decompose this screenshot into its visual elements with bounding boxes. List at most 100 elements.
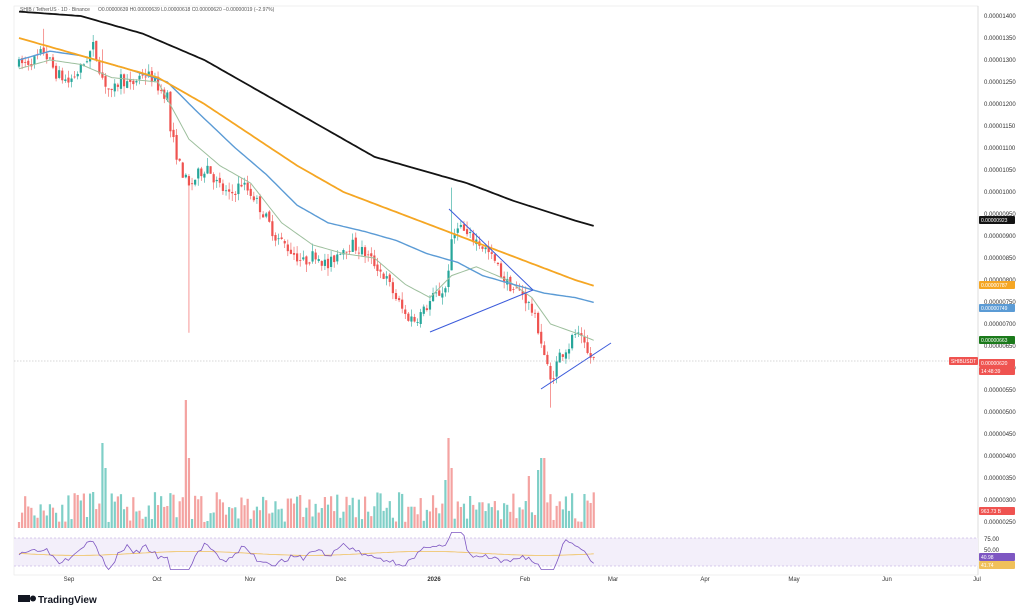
y-tick-label: 0.00000850 <box>984 256 1016 262</box>
candle-body <box>280 237 283 239</box>
candle-body <box>422 306 425 314</box>
candle-body <box>524 293 527 304</box>
volume-bar <box>150 519 153 528</box>
volume-bar <box>30 507 33 528</box>
rsi-value-tag-bg <box>979 553 1015 561</box>
volume-bar <box>336 494 339 528</box>
volume-bar <box>540 458 543 528</box>
candle-body <box>527 302 530 304</box>
volume-bar <box>571 493 574 528</box>
volume-bar <box>586 500 589 528</box>
candle-body <box>370 253 373 257</box>
candle-body <box>101 72 104 78</box>
volume-bar <box>79 500 82 528</box>
volume-bar <box>194 495 197 528</box>
candle-body <box>187 176 191 186</box>
candle-body <box>231 191 234 194</box>
volume-bar <box>413 506 416 528</box>
candle-body <box>67 77 70 83</box>
candle-body <box>546 354 549 365</box>
y-tick-label: 0.00001000 <box>984 190 1016 196</box>
plot-frame <box>13 5 979 576</box>
candle-body <box>571 334 574 349</box>
volume-bar <box>209 513 212 528</box>
volume-bar <box>419 498 422 528</box>
candle-body <box>552 378 555 379</box>
candle-body <box>54 65 58 79</box>
volume-bar <box>552 519 555 528</box>
volume-bar <box>388 501 391 528</box>
candle-body <box>391 282 394 294</box>
candle-body <box>299 259 302 261</box>
candle-body <box>499 263 503 278</box>
volume-bar <box>274 501 277 528</box>
volume-bar <box>184 400 187 528</box>
volume-bar <box>465 518 469 528</box>
volume-bar <box>431 495 435 528</box>
volume-bar <box>258 510 262 528</box>
y-tick-label: 0.00001400 <box>984 14 1016 20</box>
volume-bar <box>555 505 558 528</box>
volume-bar <box>98 503 101 528</box>
volume-bar <box>119 494 123 528</box>
candle-body <box>240 184 243 187</box>
volume-bar <box>17 521 21 528</box>
volume-bar <box>33 515 36 528</box>
volume-bar <box>277 509 280 528</box>
candle-body <box>252 196 255 201</box>
volume-bar <box>178 501 181 528</box>
volume-bar <box>70 519 73 528</box>
volume-tag: 963.73 B <box>981 509 1002 515</box>
rsi-line <box>18 532 594 571</box>
volume-bar <box>326 504 330 528</box>
volume-bar <box>104 468 107 528</box>
volume-bar <box>190 518 194 528</box>
candle-body <box>586 342 589 353</box>
candle-body <box>493 254 496 261</box>
candle-body <box>543 345 546 356</box>
candle-body <box>246 182 249 191</box>
candle-body <box>580 333 583 336</box>
volume-bar <box>574 518 577 528</box>
rsi-tick-75: 75.00 <box>984 537 1000 543</box>
volume-bar <box>422 520 425 528</box>
y-tick-label: 0.00000550 <box>984 388 1016 394</box>
volume-bar <box>496 510 500 528</box>
candles-group <box>17 28 595 408</box>
volume-bar <box>367 511 370 528</box>
volume-bar <box>339 517 342 528</box>
y-tick-label: 0.00000750 <box>984 300 1016 306</box>
candle-body <box>302 257 305 260</box>
volume-bar <box>206 521 209 528</box>
candle-body <box>481 246 484 249</box>
candle-body <box>197 168 200 179</box>
rsi-ma-tag-bg <box>979 561 1015 569</box>
y-tick-label: 0.00001050 <box>984 168 1016 174</box>
trendline-lower <box>429 289 534 333</box>
candle-body <box>172 129 175 138</box>
volume-bar <box>385 507 388 528</box>
x-tick-label: Apr <box>700 577 709 583</box>
volume-bar <box>82 493 85 528</box>
volume-bar <box>450 468 453 528</box>
candle-body <box>258 196 262 213</box>
y-tick-label: 0.00000500 <box>984 410 1016 416</box>
volume-bar <box>503 503 506 528</box>
candle-body <box>92 41 95 50</box>
volume-bar <box>472 504 475 528</box>
volume-bar <box>172 494 175 528</box>
candle-body <box>24 61 27 63</box>
candle-body <box>530 303 534 313</box>
candle-body <box>156 76 160 91</box>
volume-bar <box>469 495 472 528</box>
candle-body <box>407 313 410 321</box>
volume-bar <box>61 504 64 528</box>
volume-bar <box>221 502 225 528</box>
volume-bar <box>292 503 296 528</box>
candle-body <box>354 237 357 251</box>
candle-body <box>394 293 398 300</box>
volume-bar <box>101 443 104 528</box>
candle-body <box>255 197 259 199</box>
